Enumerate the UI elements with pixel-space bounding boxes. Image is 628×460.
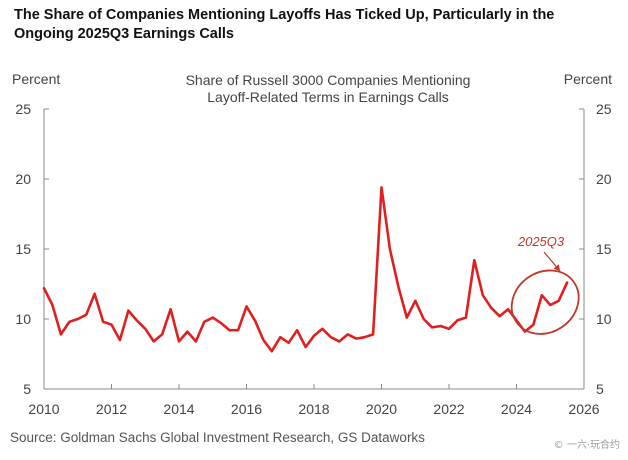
source-note: Source: Goldman Sachs Global Investment … (10, 430, 425, 445)
x-tick-label: 2026 (568, 401, 599, 417)
annotation-arrowhead (553, 264, 560, 271)
x-tick-label: 2018 (298, 401, 329, 417)
annotation-label: 2025Q3 (517, 234, 565, 249)
layoff-share-line (42, 186, 569, 353)
axis-labels: Percent Percent Share of Russell 3000 Co… (12, 71, 612, 105)
x-tick-label: 2012 (96, 401, 127, 417)
y-tick-label-right: 20 (596, 171, 612, 187)
y-tick-label-right: 25 (596, 101, 612, 117)
chart-title-line-2: Layoff-Related Terms in Earnings Calls (207, 89, 449, 105)
y-tick-label-right: 5 (596, 381, 604, 397)
x-tick-label: 2020 (366, 401, 397, 417)
x-tick-label: 2024 (501, 401, 532, 417)
y-tick-label-right: 10 (596, 311, 612, 327)
x-tick-label: 2016 (231, 401, 262, 417)
y-tick-label-left: 10 (15, 311, 31, 327)
x-tick-label: 2010 (28, 401, 59, 417)
y-tick-label-left: 25 (15, 101, 31, 117)
chart-title-line-1: Share of Russell 3000 Companies Mentioni… (186, 72, 471, 88)
x-tick-label: 2022 (433, 401, 464, 417)
y-axis-label-right: Percent (564, 71, 612, 87)
y-tick-label-left: 15 (15, 241, 31, 257)
page-title: The Share of Companies Mentioning Layoff… (14, 7, 555, 42)
y-tick-label-right: 15 (596, 241, 612, 257)
y-tick-label-left: 20 (15, 171, 31, 187)
y-axis-label-left: Percent (12, 71, 60, 87)
annotation: 2025Q3 (510, 234, 580, 335)
x-tick-label: 2014 (163, 401, 194, 417)
highlight-ellipse (510, 269, 580, 335)
watermark: © 一六·玩合约 (553, 440, 620, 451)
series-layer (42, 186, 569, 353)
y-tick-label-left: 5 (23, 381, 31, 397)
